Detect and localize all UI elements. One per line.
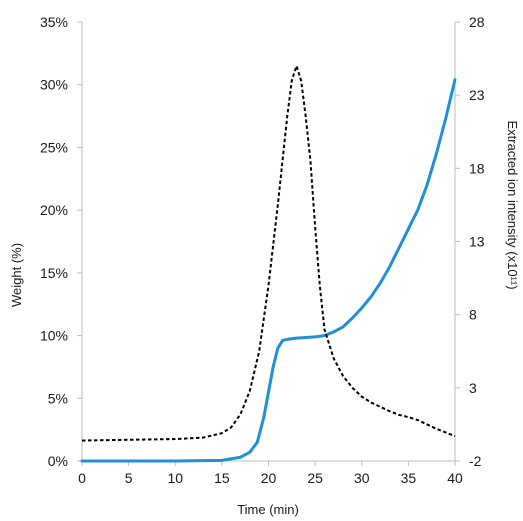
x-tick-label: 40: [447, 470, 463, 486]
y2-tick-label: -2: [469, 453, 482, 469]
series-layer: [80, 64, 457, 463]
series-ion-intensity-line: [81, 64, 456, 442]
y-tick-label: 35%: [40, 14, 68, 30]
axis-labels: Time (min) Weight (%) Extracted ion inte…: [9, 120, 520, 517]
y-tick-label: 25%: [40, 139, 68, 155]
x-tick-label: 15: [214, 470, 230, 486]
x-tick-label: 20: [261, 470, 277, 486]
y2-tick-label: 18: [469, 160, 485, 176]
series-weight-line: [80, 78, 457, 463]
y2-tick-label: 8: [469, 307, 477, 323]
y-tick-label: 15%: [40, 265, 68, 281]
x-tick-label: 0: [78, 470, 86, 486]
x-axis-title: Time (min): [237, 502, 299, 517]
y2-tick-label: 23: [469, 87, 485, 103]
x-tick-label: 5: [125, 470, 133, 486]
x-tick-label: 35: [401, 470, 417, 486]
axes: 0 5 10 15 20 25 30 35 40 0% 5% 10% 15% 20% 25% 30% 35% -2…: [40, 14, 485, 486]
x-tick-label: 10: [167, 470, 183, 486]
y-tick-label: 30%: [40, 77, 68, 93]
y2-tick-label: 28: [469, 14, 485, 30]
y-axis-title: Weight (%): [9, 243, 24, 307]
y2-tick-label: 3: [469, 380, 477, 396]
x-tick-label: 25: [307, 470, 323, 486]
y-tick-label: 5%: [48, 390, 68, 406]
y2-axis-title: Extracted ion intensity (x10¹¹): [505, 120, 520, 289]
y-tick-label: 20%: [40, 202, 68, 218]
y-tick-label: 0%: [48, 453, 68, 469]
y2-tick-label: 13: [469, 234, 485, 250]
x-tick-label: 30: [354, 470, 370, 486]
y-tick-label: 10%: [40, 328, 68, 344]
